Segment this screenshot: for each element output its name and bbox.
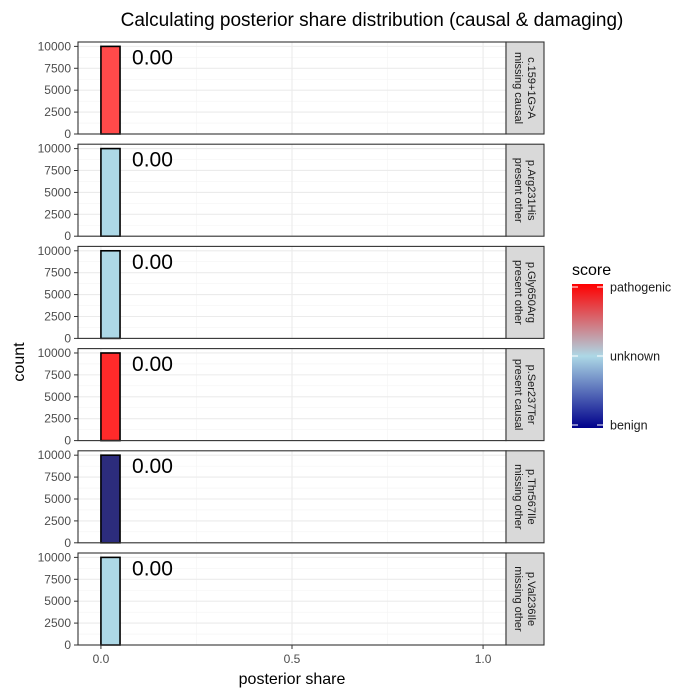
facet-strip-line: p.Val236Ile [525,572,537,626]
y-tick-label: 5000 [44,492,71,506]
y-tick-label: 7500 [44,572,71,586]
y-tick-label: 2500 [44,207,71,221]
y-tick-label: 10000 [38,550,72,564]
legend-label: benign [610,419,648,433]
facet-strip-label: c.159+1G>Amissing causal [512,52,537,124]
legend-label: pathogenic [610,281,671,295]
y-tick-label: 7500 [44,266,71,280]
y-tick-label: 0 [64,229,71,243]
y-tick-label: 5000 [44,83,71,97]
y-tick-label: 0 [64,331,71,345]
facet-strip [505,450,545,544]
bar-value-label: 0.00 [132,353,173,376]
facet-strip [505,552,545,646]
facet-strip [505,41,545,135]
y-axis-title: count [11,342,28,382]
y-tick-label: 5000 [44,390,71,404]
facet-strip-line: c.159+1G>A [525,57,537,119]
histogram-bar [100,45,121,135]
y-tick-label: 2500 [44,309,71,323]
facet-strip [505,143,545,237]
bar-value-label: 0.00 [132,557,173,580]
facet-panel: 0.00 0 2500 5000 7500 10000 p.Val236Ilemissing… [38,550,545,652]
bar-value-label: 0.00 [132,149,173,172]
facet-panel: 0.00 0 2500 5000 7500 10000 p.Thr567Ilemissing… [38,448,545,550]
facet-panel: 0.00 0 2500 5000 7500 10000 p.Gly650Argpresent… [38,244,545,345]
x-tick-label: 1.0 [475,652,492,666]
histogram-bar [100,249,121,340]
bar-value-label: 0.00 [132,251,173,274]
facet-strip-line: missing causal [512,52,524,124]
y-tick-label: 2500 [44,514,71,528]
facet-strip-line: p.Thr567Ile [525,469,537,525]
facet-panels: 0.00025005000750010000c.159+1G>Amissing … [38,39,545,652]
y-tick-label: 0 [64,638,71,652]
x-tick-label: 0.0 [93,652,110,666]
chart-title: Calculating posterior share distribution… [121,10,624,31]
y-tick-label: 10000 [38,142,72,156]
facet-panel: 0.00 0 2500 5000 7500 10000 p.Ser237Terpresent… [38,346,545,448]
facet-strip-line: p.Ser237Ter [525,365,537,425]
histogram-bar [100,454,121,544]
y-tick-label: 0 [64,536,71,550]
histogram-bar [100,556,121,646]
score-legend: score pathogenic unknown benign [572,262,671,433]
facet-strip-line: missing other [512,464,524,530]
facet-strip-label: p.Val236Ilemissing other [512,566,537,632]
x-axis-title: posterior share [239,671,346,688]
facet-strip-label: p.Thr567Ilemissing other [512,464,537,530]
facet-strip [505,245,545,339]
facet-strip-line: present other [512,260,524,325]
x-tick-label: 0.5 [284,652,301,666]
histogram-bar [100,352,121,442]
facet-strip [505,348,545,442]
x-axis: 0.0 0.5 1.0 [93,645,492,666]
y-tick-label: 2500 [44,105,71,119]
y-tick-label: 5000 [44,185,71,199]
y-tick-label: 2500 [44,412,71,426]
histogram-bar [100,147,121,237]
facet-strip-line: present other [512,158,524,223]
y-tick-label: 10000 [38,448,72,462]
y-tick-label: 7500 [44,61,71,75]
legend-title: score [572,262,611,279]
y-tick-label: 10000 [38,244,72,258]
bar-value-label: 0.00 [132,46,173,69]
y-tick-label: 5000 [44,594,71,608]
facet-strip-label: p.Gly650Argpresent other [512,260,537,325]
y-tick-label: 7500 [44,163,71,177]
y-tick-label: 5000 [44,288,71,302]
facet-strip-line: missing other [512,566,524,632]
y-tick-label: 7500 [44,470,71,484]
facet-panel: 0.00 0 2500 5000 7500 10000 c.159+1G>Amissing … [38,39,545,141]
facet-strip-label: p.Ser237Terpresent causal [512,359,537,431]
bar-value-label: 0.00 [132,455,173,478]
facet-panel: 0.00 0 2500 5000 7500 10000 p.Arg231Hispresent… [38,142,545,243]
y-tick-label: 0 [64,127,71,141]
y-tick-label: 7500 [44,368,71,382]
y-tick-label: 10000 [38,346,72,360]
legend-label: unknown [610,350,660,364]
y-tick-label: 2500 [44,616,71,630]
facet-strip-label: p.Arg231Hispresent other [512,158,537,223]
facet-strip-line: p.Arg231His [525,160,537,221]
facet-strip-line: present causal [512,359,524,431]
facet-strip-line: p.Gly650Arg [525,262,537,323]
y-tick-label: 0 [64,434,71,448]
y-tick-label: 10000 [38,39,72,53]
